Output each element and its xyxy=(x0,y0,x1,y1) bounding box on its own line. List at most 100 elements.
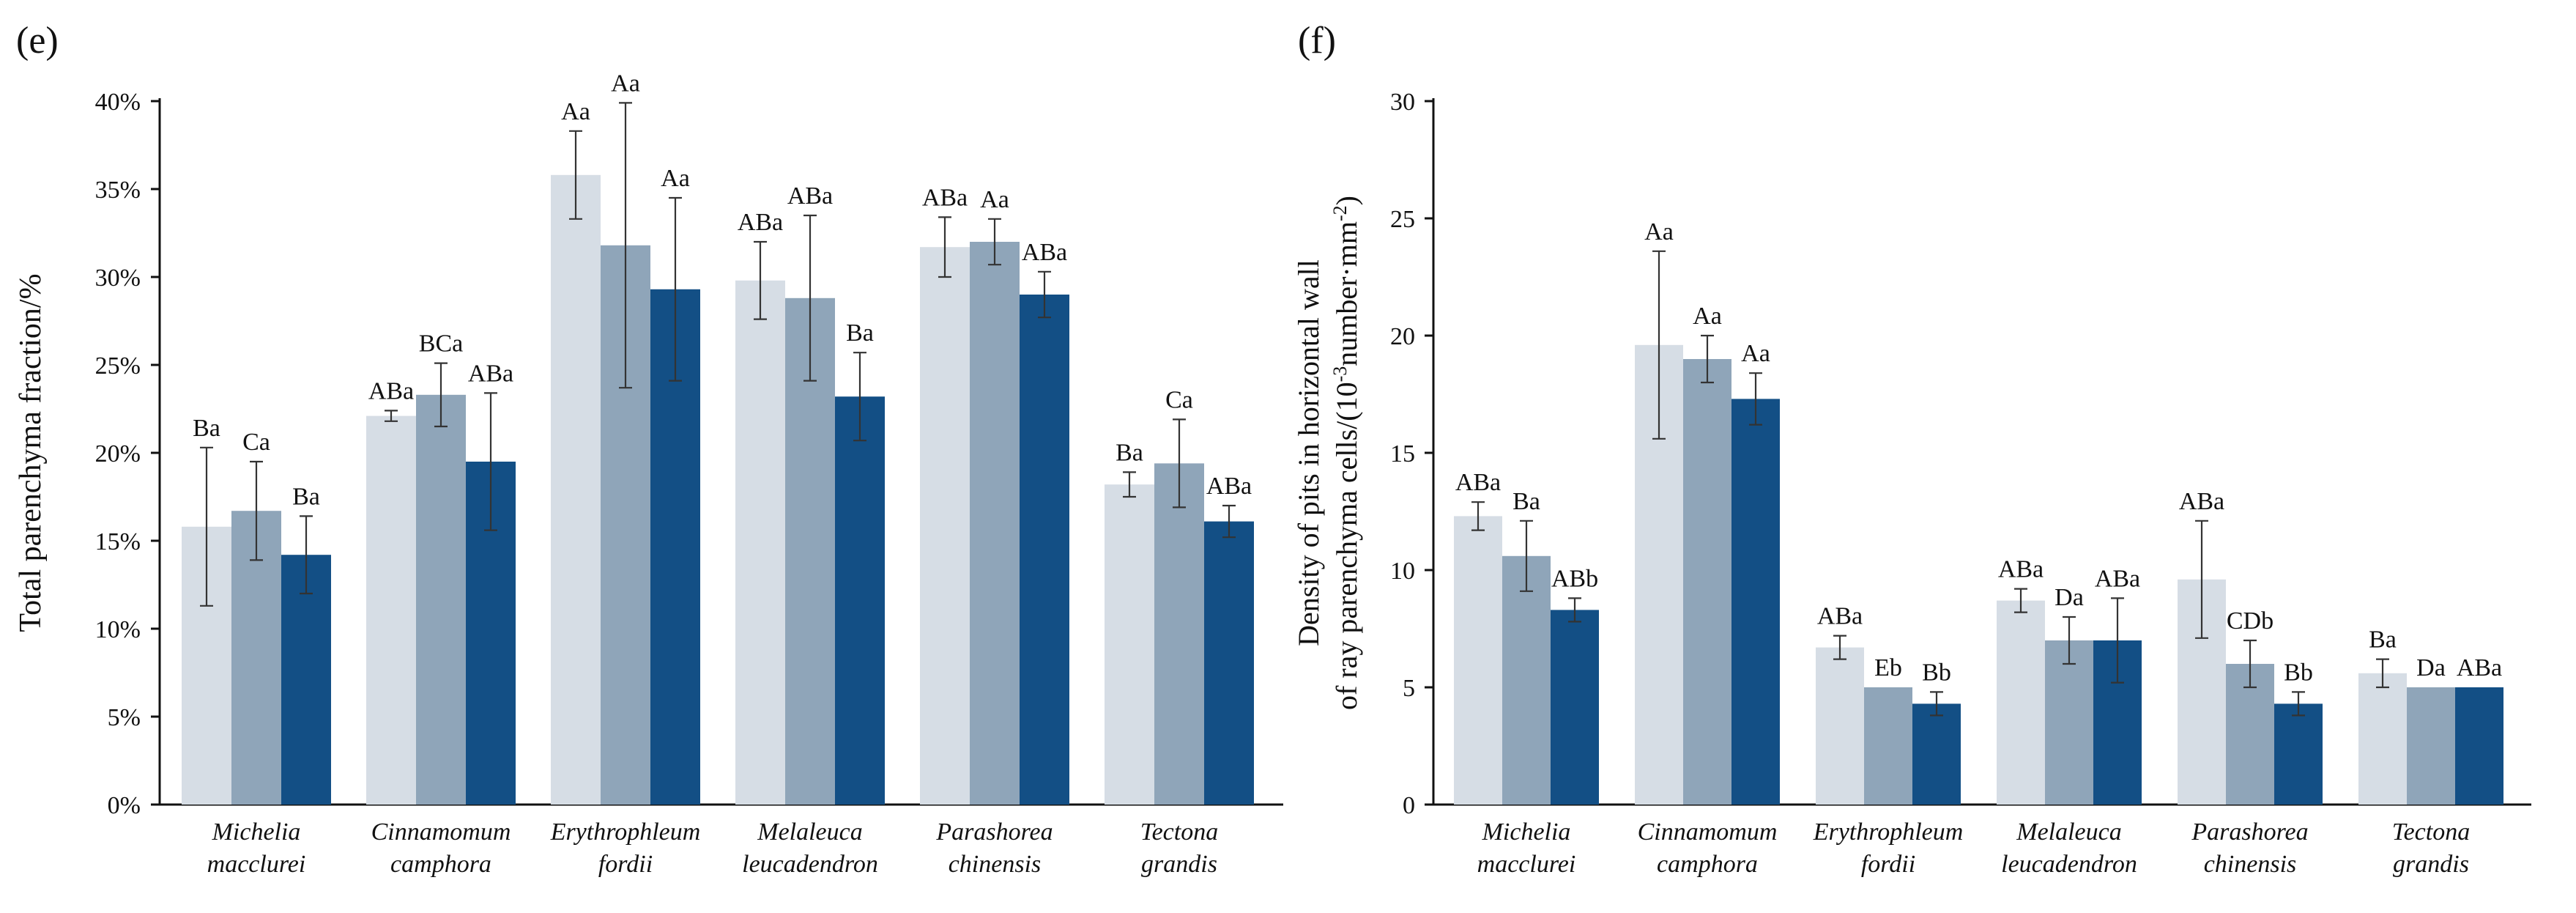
bar-3-series-3 xyxy=(1912,703,1961,805)
category-label-line2: leucadendron xyxy=(2001,851,2137,878)
y-axis-title-line2: of ray parenchyma cells/(10-3number·mm-2… xyxy=(1329,196,1363,710)
y-tick-label: 25% xyxy=(95,352,141,380)
category-label-line2: macclurei xyxy=(207,851,306,878)
y-axis-title-part: number·mm xyxy=(1330,221,1363,366)
category-label-line2: fordii xyxy=(1861,851,1915,878)
y-tick-label: 35% xyxy=(95,177,141,204)
bar-5-series-3 xyxy=(1020,295,1069,805)
significance-label: ABa xyxy=(787,182,833,210)
y-axis-title-superscript: -3 xyxy=(1329,366,1351,382)
y-axis-title-part: of ray parenchyma cells/(10 xyxy=(1330,382,1363,710)
category-label-line2: macclurei xyxy=(1477,851,1576,878)
bar-4-series-2 xyxy=(785,297,835,805)
bar-2-series-2 xyxy=(1683,359,1731,805)
significance-label: Ca xyxy=(1165,386,1193,413)
significance-label: Ba xyxy=(292,483,320,510)
y-axis-title-line1: Density of pits in horizontal wall xyxy=(1292,259,1325,646)
significance-label: ABa xyxy=(2457,654,2502,681)
category-label-line1: Erythrophleum xyxy=(1813,818,1964,846)
bar-6-series-3 xyxy=(1204,521,1254,805)
significance-label: ABa xyxy=(1455,469,1501,496)
y-tick-label: 0% xyxy=(108,792,141,819)
category-label-line2: camphora xyxy=(390,851,491,878)
category-label-line2: fordii xyxy=(598,851,653,878)
bar-1-series-3 xyxy=(281,555,331,805)
significance-label: ABa xyxy=(1206,473,1252,500)
y-tick-label: 30% xyxy=(95,265,141,292)
significance-label: Bb xyxy=(2284,659,2313,686)
bar-4-series-1 xyxy=(735,280,785,805)
bar-6-series-3 xyxy=(2455,687,2503,805)
significance-label: BCa xyxy=(419,330,463,358)
y-axis-title: Total parenchyma fraction/% xyxy=(14,273,48,632)
y-tick-label: 40% xyxy=(95,89,141,116)
category-label-line2: chinensis xyxy=(2204,851,2297,878)
bar-2-series-2 xyxy=(416,394,466,805)
category-label-line1: Cinnamomum xyxy=(371,818,511,846)
significance-label: Aa xyxy=(1693,303,1722,330)
y-tick-label: 20% xyxy=(95,440,141,467)
significance-label: Aa xyxy=(611,70,640,97)
bar-6-series-1 xyxy=(1105,484,1154,805)
bar-4-series-2 xyxy=(2045,640,2093,805)
significance-label: Aa xyxy=(980,186,1009,213)
significance-label: ABa xyxy=(738,209,783,236)
significance-label: ABa xyxy=(2179,488,2224,515)
significance-label: Da xyxy=(2416,654,2446,681)
bar-4-series-1 xyxy=(1997,600,2045,805)
category-label-line1: Tectona xyxy=(1140,818,1218,846)
y-tick-label: 25 xyxy=(1390,206,1415,233)
bar-1-series-3 xyxy=(1551,610,1599,805)
significance-label: Bb xyxy=(1922,659,1951,686)
category-label-line2: chinensis xyxy=(949,851,1042,878)
category-label-line2: leucadendron xyxy=(742,851,878,878)
significance-label: ABa xyxy=(468,360,513,387)
bar-3-series-1 xyxy=(551,174,601,805)
bar-1-series-1 xyxy=(1454,516,1502,805)
bar-3-series-1 xyxy=(1816,647,1864,805)
significance-label: ABa xyxy=(2095,565,2140,592)
y-tick-label: 5% xyxy=(108,704,141,731)
significance-label: Ba xyxy=(1116,439,1143,466)
significance-label: Ba xyxy=(1512,488,1540,515)
significance-label: Ca xyxy=(242,429,270,456)
significance-label: ABb xyxy=(1551,565,1598,592)
y-tick-label: 15% xyxy=(95,528,141,555)
bar-1-series-2 xyxy=(1502,555,1551,805)
significance-label: Ba xyxy=(846,319,874,347)
y-tick-label: 10% xyxy=(95,616,141,643)
significance-label: ABa xyxy=(1817,603,1863,630)
category-label-line1: Parashorea xyxy=(2191,818,2308,846)
y-axis-title-part: ) xyxy=(1330,196,1363,205)
significance-label: ABa xyxy=(1022,239,1067,266)
significance-label: CDb xyxy=(2227,607,2274,635)
category-label-line1: Parashorea xyxy=(935,818,1053,846)
category-label-line1: Tectona xyxy=(2392,818,2470,846)
significance-label: ABa xyxy=(922,184,968,211)
panel-label: (f) xyxy=(1298,20,1336,62)
y-tick-label: 20 xyxy=(1390,323,1415,350)
bar-5-series-2 xyxy=(970,242,1020,805)
chart-panel-e: (e) 0% 5% 10% 15% 20% 25% 30% 35% 40% Total parenc… xyxy=(14,20,1283,878)
chart-panel-f: (f) 0 5 10 15 20 25 30 Density of pits in horizo… xyxy=(1292,20,2531,878)
significance-label: ABa xyxy=(1998,556,2044,583)
significance-label: Aa xyxy=(1644,218,1674,245)
category-label-line1: Michelia xyxy=(1482,818,1571,846)
y-tick-label: 0 xyxy=(1403,792,1415,819)
y-tick-label: 10 xyxy=(1390,558,1415,585)
category-label-line1: Cinnamomum xyxy=(1638,818,1778,846)
significance-label: Aa xyxy=(661,165,690,192)
bar-5-series-3 xyxy=(2274,703,2323,805)
bar-4-series-3 xyxy=(835,396,885,805)
significance-label: ABa xyxy=(368,377,414,404)
significance-label: Ba xyxy=(2369,626,2397,654)
y-tick-label: 30 xyxy=(1390,89,1415,116)
bar-5-series-1 xyxy=(920,247,970,805)
category-label-line1: Michelia xyxy=(212,818,301,846)
category-label-line2: grandis xyxy=(2393,851,2469,878)
significance-label: Ba xyxy=(193,415,220,442)
significance-label: Aa xyxy=(561,98,590,125)
category-label-line1: Melaleuca xyxy=(757,818,863,846)
